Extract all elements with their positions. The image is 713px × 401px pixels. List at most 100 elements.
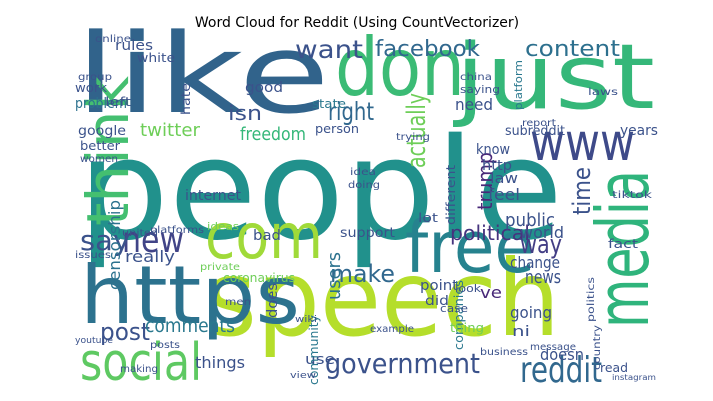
- word: rules: [115, 38, 153, 54]
- word: com: [205, 200, 323, 273]
- word: www: [530, 113, 635, 173]
- word: saying: [460, 83, 500, 96]
- word: political: [450, 221, 530, 245]
- word: subreddit: [505, 124, 565, 139]
- word: china: [460, 72, 492, 83]
- word: new: [122, 220, 184, 261]
- word: need: [455, 95, 493, 114]
- word: men: [225, 297, 251, 308]
- word: women: [80, 154, 118, 165]
- word: different: [444, 165, 458, 225]
- word: posts: [150, 340, 180, 351]
- word: don: [335, 21, 465, 114]
- word: making: [120, 364, 158, 375]
- word: world: [520, 223, 564, 242]
- word: users: [324, 252, 345, 300]
- word: know: [476, 142, 510, 158]
- word: good: [245, 80, 283, 96]
- word: say: [80, 224, 130, 257]
- word: does: [265, 283, 281, 318]
- word: hate: [179, 83, 193, 115]
- word: right: [328, 97, 374, 126]
- word: platforms: [150, 225, 204, 236]
- word: way: [520, 230, 562, 260]
- word: media: [581, 170, 665, 328]
- word: example: [370, 324, 414, 335]
- word: platform: [512, 60, 525, 110]
- word: white: [137, 51, 175, 65]
- word: instagram: [612, 373, 656, 382]
- word: government: [325, 347, 480, 380]
- word: things: [195, 353, 245, 372]
- word: doing: [348, 180, 380, 191]
- word: ideas: [207, 220, 239, 233]
- word: bad: [253, 228, 281, 244]
- word: view: [290, 371, 316, 381]
- word: better: [80, 139, 120, 153]
- word: freedom: [240, 124, 306, 145]
- word: private: [200, 262, 240, 273]
- word: online: [95, 34, 131, 45]
- word: time: [568, 167, 596, 215]
- word: people: [78, 109, 563, 272]
- word: community: [307, 315, 321, 385]
- word: just: [453, 25, 655, 130]
- word: point: [420, 278, 459, 294]
- word: actually: [402, 93, 432, 168]
- word: internet: [185, 188, 242, 204]
- word: speech: [205, 238, 560, 360]
- word: work: [75, 81, 107, 95]
- word: ni: [512, 324, 530, 340]
- word: idea: [350, 167, 376, 178]
- word: http: [482, 158, 512, 174]
- word: social: [80, 333, 202, 393]
- chart-title: Word Cloud for Reddit (Using CountVector…: [195, 15, 519, 31]
- word: problem: [75, 96, 127, 112]
- word: facebook: [375, 37, 480, 62]
- word: content: [525, 37, 620, 62]
- word: https: [80, 249, 300, 342]
- word: like: [75, 10, 330, 138]
- word: going: [510, 303, 552, 322]
- word: coronavirus: [223, 271, 295, 285]
- word: left: [105, 95, 131, 109]
- word: trump: [473, 152, 497, 210]
- word: lot: [418, 211, 438, 225]
- word: fact: [608, 237, 638, 251]
- word: issues: [75, 250, 111, 261]
- word: youtube: [75, 336, 113, 346]
- word: ve: [480, 283, 502, 302]
- word: isn: [228, 101, 262, 125]
- word: free: [405, 205, 535, 289]
- word: make: [330, 260, 395, 288]
- word: case: [440, 302, 468, 315]
- word: twitter: [140, 120, 201, 141]
- word: years: [620, 123, 658, 139]
- word: politics: [586, 277, 597, 322]
- word: report: [522, 118, 556, 129]
- word: companies: [452, 280, 466, 350]
- word: message: [530, 342, 576, 353]
- word: thing: [450, 321, 484, 335]
- word: news: [525, 267, 561, 288]
- word: laws: [588, 87, 618, 98]
- word: change: [510, 253, 560, 272]
- word: think: [74, 76, 142, 226]
- word: public: [505, 210, 555, 231]
- word: wiki: [295, 315, 317, 325]
- word: country: [592, 325, 603, 370]
- word: group: [78, 72, 112, 83]
- word: reddit: [520, 350, 602, 391]
- word: feel: [488, 185, 520, 204]
- word: read: [600, 361, 628, 375]
- word: law: [490, 171, 518, 187]
- word: google: [78, 124, 126, 139]
- word: business: [480, 347, 528, 358]
- word: trying: [396, 132, 430, 143]
- word: look: [455, 282, 482, 295]
- word: censorship: [105, 200, 124, 290]
- word: doesn: [540, 345, 584, 364]
- word: united: [122, 228, 158, 239]
